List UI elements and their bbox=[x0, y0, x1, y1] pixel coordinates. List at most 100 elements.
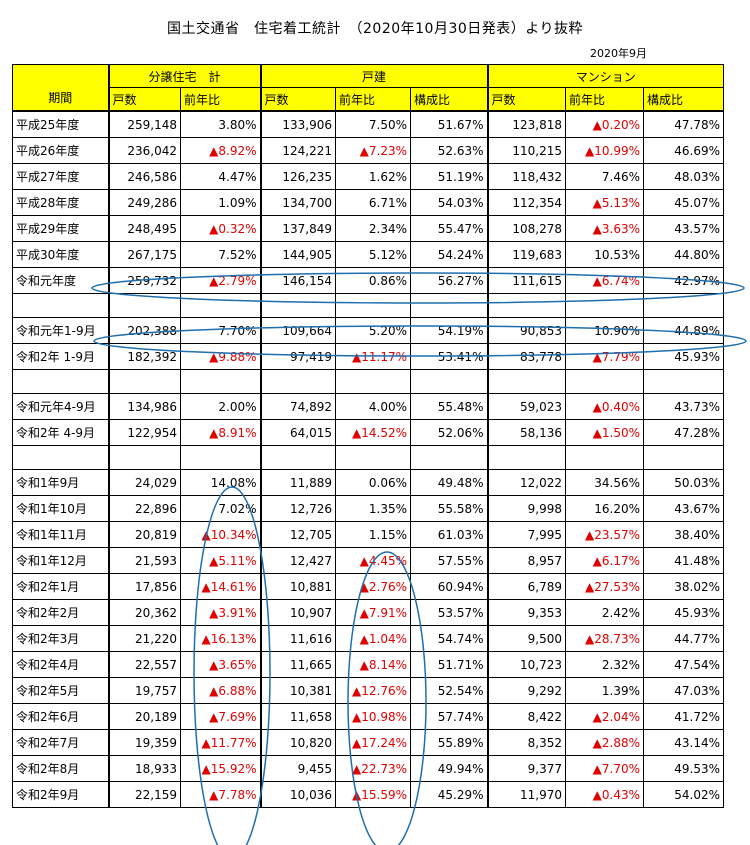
cell-mansion-yoy: ▲28.73% bbox=[565, 625, 645, 652]
row-label: 令和1年9月 bbox=[12, 469, 109, 496]
cell-detached-yoy: 1.35% bbox=[335, 495, 412, 522]
cell-mansion-yoy: 34.56% bbox=[565, 469, 645, 496]
subheader-yoy: 前年比 bbox=[335, 87, 412, 112]
row-label: 令和2年2月 bbox=[12, 599, 109, 626]
row-label: 平成27年度 bbox=[12, 163, 109, 190]
cell-mansion-share: 47.78% bbox=[643, 110, 725, 138]
cell-detached-share: 55.89% bbox=[410, 729, 489, 756]
cell-total-yoy: ▲3.65% bbox=[179, 651, 262, 678]
cell-mansion-units: 12,022 bbox=[486, 469, 567, 496]
cell-mansion-share: 43.73% bbox=[643, 393, 725, 420]
spacer-cell bbox=[643, 293, 725, 318]
cell-detached-share: 60.94% bbox=[410, 573, 489, 600]
table-row: 平成29年度 248,495 ▲0.32% 137,849 2.34% 55.47% 108… bbox=[12, 215, 725, 242]
cell-detached-share: 52.54% bbox=[410, 677, 489, 704]
row-label: 平成26年度 bbox=[12, 137, 109, 164]
cell-detached-share: 51.19% bbox=[410, 163, 489, 190]
table-row: 令和2年 4-9月 122,954 ▲8.91% 64,015 ▲14.52% 52.06… bbox=[12, 419, 725, 446]
row-label: 令和元年1-9月 bbox=[12, 317, 109, 344]
table-row: 令和元年4-9月 134,986 2.00% 74,892 4.00% 55.48% 59,… bbox=[12, 393, 725, 420]
row-label: 令和1年10月 bbox=[12, 495, 109, 522]
cell-total-yoy: 1.09% bbox=[179, 189, 262, 216]
cell-mansion-share: 44.80% bbox=[643, 241, 725, 268]
cell-detached-yoy: ▲2.76% bbox=[335, 573, 412, 600]
cell-mansion-share: 54.02% bbox=[643, 781, 725, 808]
housing-starts-table: 期間 分譲住宅 計 戸建 マンション 戸数 前年比 戸数 前年比 構成比 戸数 … bbox=[12, 64, 725, 808]
header-period: 期間 bbox=[12, 64, 109, 112]
cell-detached-units: 10,907 bbox=[259, 599, 337, 626]
cell-detached-units: 11,658 bbox=[259, 703, 337, 730]
cell-detached-units: 10,036 bbox=[259, 781, 337, 808]
spacer-cell bbox=[335, 293, 412, 318]
subheader-units: 戸数 bbox=[259, 87, 337, 112]
cell-mansion-yoy: ▲1.50% bbox=[565, 419, 645, 446]
cell-total-units: 19,757 bbox=[107, 677, 181, 704]
cell-total-units: 20,189 bbox=[107, 703, 181, 730]
spacer-cell bbox=[107, 445, 181, 470]
cell-mansion-units: 9,353 bbox=[486, 599, 567, 626]
cell-mansion-share: 38.40% bbox=[643, 521, 725, 548]
cell-total-units: 18,933 bbox=[107, 755, 181, 782]
subheader-share: 構成比 bbox=[643, 87, 725, 112]
spacer-cell bbox=[410, 369, 489, 394]
cell-total-units: 259,732 bbox=[107, 267, 181, 294]
row-label: 令和元年4-9月 bbox=[12, 393, 109, 420]
row-label: 平成29年度 bbox=[12, 215, 109, 242]
cell-detached-units: 126,235 bbox=[259, 163, 337, 190]
cell-total-yoy: 4.47% bbox=[179, 163, 262, 190]
cell-detached-yoy: ▲17.24% bbox=[335, 729, 412, 756]
cell-detached-units: 9,455 bbox=[259, 755, 337, 782]
table-row: 令和2年5月 19,757 ▲6.88% 10,381 ▲12.76% 52.54% 9,2… bbox=[12, 677, 725, 704]
row-label: 令和1年12月 bbox=[12, 547, 109, 574]
cell-total-yoy: ▲7.78% bbox=[179, 781, 262, 808]
cell-detached-yoy: ▲8.14% bbox=[335, 651, 412, 678]
cell-total-yoy: 7.02% bbox=[179, 495, 262, 522]
cell-total-yoy: 7.70% bbox=[179, 317, 262, 344]
cell-mansion-units: 9,998 bbox=[486, 495, 567, 522]
cell-detached-units: 74,892 bbox=[259, 393, 337, 420]
cell-detached-units: 10,381 bbox=[259, 677, 337, 704]
table-row: 平成30年度 267,175 7.52% 144,905 5.12% 54.24% 119,… bbox=[12, 241, 725, 268]
spacer-cell bbox=[565, 445, 645, 470]
cell-detached-yoy: 0.86% bbox=[335, 267, 412, 294]
cell-detached-yoy: ▲15.59% bbox=[335, 781, 412, 808]
cell-detached-share: 57.74% bbox=[410, 703, 489, 730]
cell-detached-yoy: 0.06% bbox=[335, 469, 412, 496]
cell-mansion-yoy: 10.90% bbox=[565, 317, 645, 344]
spacer-cell bbox=[486, 369, 567, 394]
cell-mansion-share: 45.93% bbox=[643, 599, 725, 626]
cell-mansion-yoy: ▲10.99% bbox=[565, 137, 645, 164]
row-label: 令和2年7月 bbox=[12, 729, 109, 756]
cell-total-yoy: ▲16.13% bbox=[179, 625, 262, 652]
cell-detached-share: 55.48% bbox=[410, 393, 489, 420]
cell-detached-share: 51.67% bbox=[410, 110, 489, 138]
cell-mansion-share: 45.07% bbox=[643, 189, 725, 216]
cell-mansion-units: 10,723 bbox=[486, 651, 567, 678]
row-label: 令和2年3月 bbox=[12, 625, 109, 652]
cell-total-units: 236,042 bbox=[107, 137, 181, 164]
row-label: 平成30年度 bbox=[12, 241, 109, 268]
cell-mansion-share: 43.67% bbox=[643, 495, 725, 522]
spacer-cell bbox=[12, 445, 109, 470]
cell-mansion-units: 9,292 bbox=[486, 677, 567, 704]
cell-mansion-share: 46.69% bbox=[643, 137, 725, 164]
table-row: 令和元年度 259,732 ▲2.79% 146,154 0.86% 56.27% 111,… bbox=[12, 267, 725, 294]
cell-total-units: 246,586 bbox=[107, 163, 181, 190]
cell-total-yoy: ▲11.77% bbox=[179, 729, 262, 756]
cell-total-units: 122,954 bbox=[107, 419, 181, 446]
cell-mansion-share: 38.02% bbox=[643, 573, 725, 600]
cell-total-yoy: ▲9.88% bbox=[179, 343, 262, 370]
cell-detached-units: 109,664 bbox=[259, 317, 337, 344]
cell-detached-share: 51.71% bbox=[410, 651, 489, 678]
table-row: 令和1年10月 22,896 7.02% 12,726 1.35% 55.58% 9,998… bbox=[12, 495, 725, 522]
cell-mansion-units: 8,957 bbox=[486, 547, 567, 574]
cell-detached-yoy: 1.62% bbox=[335, 163, 412, 190]
subheader-share: 構成比 bbox=[410, 87, 489, 112]
cell-mansion-yoy: ▲5.13% bbox=[565, 189, 645, 216]
cell-detached-share: 53.41% bbox=[410, 343, 489, 370]
row-label: 令和2年6月 bbox=[12, 703, 109, 730]
cell-detached-units: 144,905 bbox=[259, 241, 337, 268]
cell-mansion-units: 9,500 bbox=[486, 625, 567, 652]
cell-mansion-yoy: ▲2.04% bbox=[565, 703, 645, 730]
cell-mansion-share: 44.89% bbox=[643, 317, 725, 344]
